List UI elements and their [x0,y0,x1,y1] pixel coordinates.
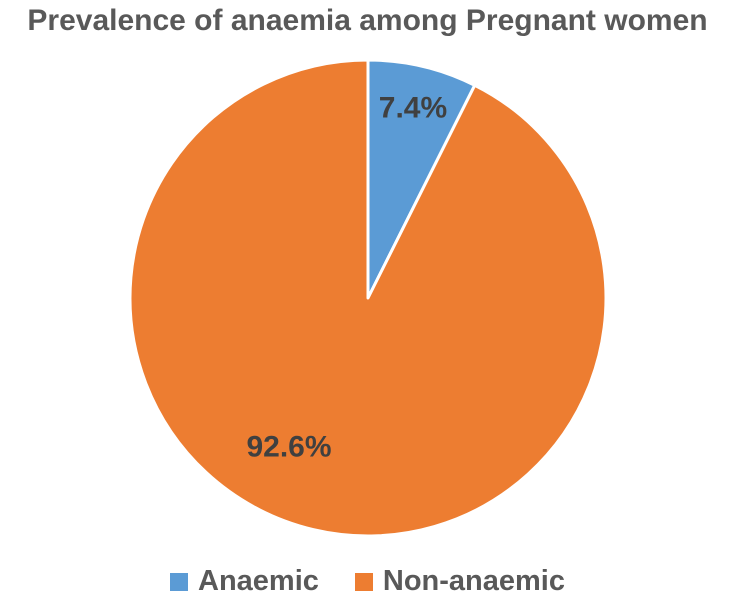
slice-anaemic[interactable] [366,58,477,300]
legend-item-non-anaemic[interactable]: Non-anaemic [354,565,565,598]
legend-label-non-anaemic: Non-anaemic [382,565,565,597]
data-label-anaemic: 7.4% [379,92,447,125]
slice-non-anaemic[interactable] [128,58,608,538]
legend-swatch-anaemic [170,572,188,591]
data-label-non-anaemic: 92.6% [246,431,331,464]
legend: Anaemic Non-anaemic [0,565,735,598]
legend-item-anaemic[interactable]: Anaemic [170,565,319,598]
legend-label-anaemic: Anaemic [198,565,319,597]
chart-title: Prevalence of anaemia among Pregnant wom… [27,4,708,37]
legend-swatch-non-anaemic [354,572,373,591]
